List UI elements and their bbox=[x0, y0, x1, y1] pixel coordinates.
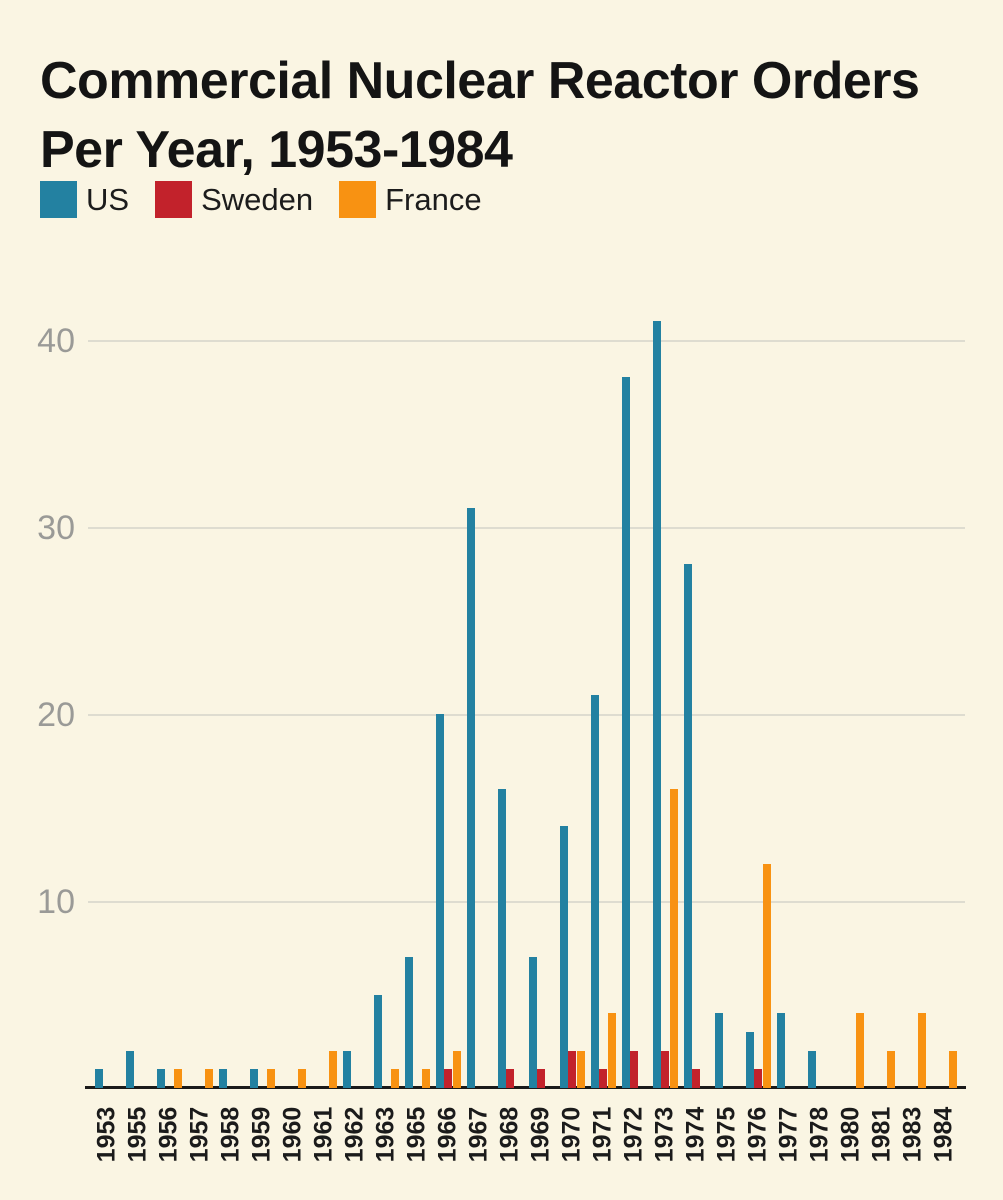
bar-france-1983 bbox=[917, 1013, 926, 1088]
bar-sweden-1971 bbox=[599, 1069, 607, 1088]
bar-france-1961 bbox=[328, 1050, 337, 1088]
bar-us-1953 bbox=[94, 1069, 103, 1088]
gridline-40 bbox=[88, 340, 965, 342]
bar-us-1966 bbox=[435, 714, 444, 1088]
bar-france-1976 bbox=[762, 863, 771, 1088]
bar-france-1981 bbox=[886, 1050, 895, 1088]
legend-swatch-sweden bbox=[155, 181, 193, 218]
bar-us-1976 bbox=[745, 1031, 754, 1088]
x-axis-line bbox=[85, 1086, 966, 1089]
y-axis-tick-label: 10 bbox=[37, 883, 75, 921]
bar-sweden-1973 bbox=[661, 1050, 669, 1088]
bar-us-1973 bbox=[652, 321, 661, 1088]
bar-sweden-1976 bbox=[754, 1069, 762, 1088]
legend-label: France bbox=[385, 181, 482, 217]
bar-us-1974 bbox=[683, 564, 692, 1088]
x-axis-tick-1984: 1984 bbox=[912, 1102, 976, 1166]
bar-france-1971 bbox=[607, 1013, 616, 1088]
bar-france-1973 bbox=[669, 788, 678, 1088]
bar-sweden-1972 bbox=[630, 1050, 638, 1088]
bar-us-1968 bbox=[497, 788, 506, 1088]
bar-us-1959 bbox=[249, 1069, 258, 1088]
legend-swatch-us bbox=[40, 181, 77, 218]
chart-title-line1: Commercial Nuclear Reactor Orders bbox=[40, 51, 920, 110]
bar-us-1956 bbox=[156, 1069, 165, 1088]
y-axis-tick-label: 20 bbox=[37, 696, 75, 734]
bar-france-1970 bbox=[576, 1050, 585, 1088]
bar-us-1969 bbox=[528, 957, 537, 1088]
legend-item-sweden: Sweden bbox=[155, 181, 313, 218]
chart-legend: US Sweden France bbox=[40, 181, 482, 218]
bar-us-1962 bbox=[342, 1050, 351, 1088]
bar-us-1978 bbox=[807, 1050, 816, 1088]
bar-france-1980 bbox=[855, 1013, 864, 1088]
bar-france-1957 bbox=[204, 1069, 213, 1088]
bar-us-1971 bbox=[590, 695, 599, 1088]
bar-us-1965 bbox=[404, 957, 413, 1088]
bar-us-1975 bbox=[714, 1013, 723, 1088]
bar-us-1955 bbox=[125, 1050, 134, 1088]
legend-label: Sweden bbox=[201, 181, 314, 217]
bar-us-1972 bbox=[621, 377, 630, 1088]
bar-us-1970 bbox=[559, 826, 568, 1088]
bar-sweden-1966 bbox=[444, 1069, 452, 1088]
bar-sweden-1969 bbox=[537, 1069, 545, 1088]
bar-us-1977 bbox=[776, 1013, 785, 1088]
y-axis-tick-label: 30 bbox=[37, 509, 75, 547]
legend-label: US bbox=[86, 181, 130, 217]
gridline-20 bbox=[88, 714, 965, 716]
legend-item-us: US bbox=[40, 181, 129, 218]
legend-swatch-france bbox=[339, 181, 377, 218]
bar-us-1963 bbox=[373, 994, 382, 1088]
bar-france-1966 bbox=[452, 1050, 461, 1088]
bar-france-1965 bbox=[421, 1069, 430, 1088]
bar-us-1958 bbox=[218, 1069, 227, 1088]
bar-sweden-1970 bbox=[568, 1050, 576, 1088]
bar-france-1956 bbox=[173, 1069, 182, 1088]
gridline-30 bbox=[88, 527, 965, 529]
bar-france-1960 bbox=[297, 1069, 306, 1088]
legend-item-france: France bbox=[339, 181, 482, 218]
bar-france-1959 bbox=[266, 1069, 275, 1088]
gridline-10 bbox=[88, 901, 965, 903]
bar-france-1963 bbox=[390, 1069, 399, 1088]
x-axis-tick-label: 1984 bbox=[929, 1106, 958, 1162]
bar-france-1984 bbox=[948, 1050, 957, 1088]
bar-sweden-1974 bbox=[692, 1069, 700, 1088]
chart-title-line2: Per Year, 1953-1984 bbox=[40, 120, 513, 179]
bar-sweden-1968 bbox=[506, 1069, 514, 1088]
bar-us-1967 bbox=[466, 508, 475, 1088]
chart-title: Commercial Nuclear Reactor Orders Per Yea… bbox=[40, 47, 980, 185]
y-axis-tick-label: 40 bbox=[37, 322, 75, 360]
